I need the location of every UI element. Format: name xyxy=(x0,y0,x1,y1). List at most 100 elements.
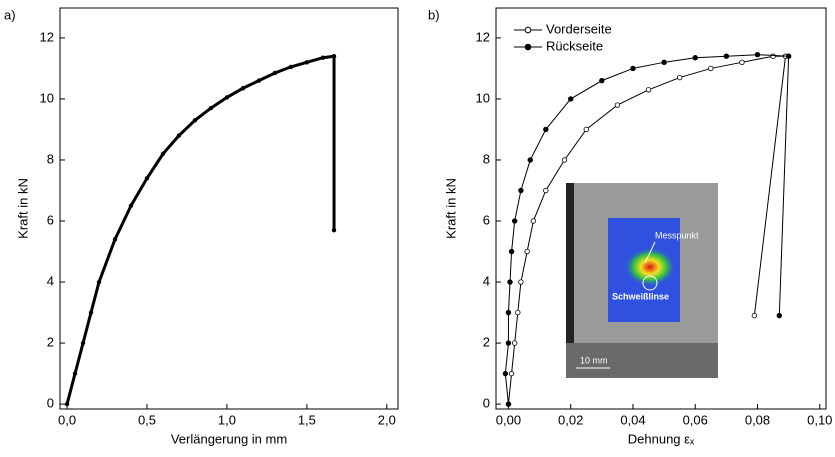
series-line xyxy=(507,55,787,405)
data-point xyxy=(614,102,621,108)
data-point xyxy=(320,55,326,60)
data-point xyxy=(224,95,230,100)
data-point xyxy=(80,340,86,346)
pointer xyxy=(644,241,656,264)
legend-label: Vorderseite xyxy=(546,21,612,36)
legend-marker xyxy=(524,43,532,51)
data-point xyxy=(508,248,515,255)
data-point xyxy=(785,53,792,59)
data-point xyxy=(272,70,278,76)
data-point xyxy=(256,78,262,83)
data-point xyxy=(176,133,182,138)
data-point xyxy=(96,279,102,285)
data-point xyxy=(543,126,549,133)
data-point xyxy=(754,51,761,58)
data-point xyxy=(515,309,521,316)
data-point xyxy=(192,118,198,123)
data-point xyxy=(288,64,294,70)
data-point xyxy=(543,187,549,194)
panel-label: b) xyxy=(428,7,440,22)
data-point xyxy=(511,340,518,346)
data-point xyxy=(508,370,515,377)
data-point xyxy=(630,65,636,72)
y-tick-label: 6 xyxy=(47,212,54,227)
plot-frame xyxy=(59,7,399,410)
y-tick-label: 4 xyxy=(47,273,54,288)
inset-label: 10 mm xyxy=(580,355,608,365)
data-point xyxy=(599,77,605,84)
data-point xyxy=(518,279,524,285)
y-axis-label: Kraft in kN xyxy=(443,178,458,239)
inset-photo: Messpunkt Schweißlinse 10 mm xyxy=(566,183,718,378)
data-point xyxy=(64,401,70,407)
panel-label: a) xyxy=(4,7,16,22)
data-point xyxy=(72,371,78,376)
data-point xyxy=(527,157,533,163)
y-tick-label: 12 xyxy=(40,29,54,44)
data-point xyxy=(661,59,667,66)
data-point xyxy=(331,227,337,233)
data-point xyxy=(583,126,589,133)
data-point xyxy=(645,87,652,93)
data-point xyxy=(524,248,530,255)
data-point xyxy=(208,105,214,111)
data-point xyxy=(304,60,310,65)
y-tick-label: 0 xyxy=(47,396,54,411)
y-tick-label: 2 xyxy=(47,335,54,350)
hot-spot xyxy=(624,247,676,287)
x-tick-label: 1,5 xyxy=(298,412,316,427)
data-point xyxy=(331,54,337,59)
data-point xyxy=(505,309,512,316)
data-point xyxy=(751,312,758,319)
data-point xyxy=(776,312,783,319)
photo-edge xyxy=(566,183,574,343)
data-point xyxy=(692,55,698,61)
x-tick-label: 0,5 xyxy=(138,412,156,427)
x-tick-label: 0,02 xyxy=(558,412,583,427)
data-point xyxy=(568,96,574,102)
data-point xyxy=(518,187,524,194)
photo-lower xyxy=(566,343,718,378)
data-point xyxy=(561,157,568,163)
y-tick-label: 0 xyxy=(483,396,490,411)
data-point xyxy=(530,218,537,224)
legend-label: Rückseite xyxy=(546,38,603,53)
inset-label: Schweißlinse xyxy=(612,291,669,301)
y-tick-label: 10 xyxy=(476,90,490,105)
legend-marker xyxy=(524,26,532,34)
data-point xyxy=(144,176,150,181)
y-axis-label: Kraft in kN xyxy=(15,178,30,239)
series-line xyxy=(65,54,336,405)
y-tick-label: 10 xyxy=(40,90,54,105)
data-point xyxy=(128,203,134,208)
data-point xyxy=(770,53,776,59)
x-tick-label: 0,00 xyxy=(496,412,521,427)
data-point xyxy=(723,53,730,59)
y-tick-label: 2 xyxy=(483,335,490,350)
y-tick-label: 4 xyxy=(483,273,490,288)
data-point xyxy=(505,340,512,346)
x-tick-label: 0,04 xyxy=(620,412,645,427)
y-tick-label: 12 xyxy=(476,29,490,44)
data-point xyxy=(708,65,714,72)
x-tick-label: 0,10 xyxy=(807,412,832,427)
data-point xyxy=(502,370,509,377)
x-axis-label: Verlängerung in mm xyxy=(171,431,287,446)
data-point xyxy=(88,310,94,315)
weld-marker xyxy=(642,275,658,291)
data-point xyxy=(505,401,512,407)
inset-label: Messpunkt xyxy=(655,230,699,240)
y-tick-label: 8 xyxy=(483,151,490,166)
data-point xyxy=(676,74,683,81)
x-tick-label: 0,06 xyxy=(683,412,708,427)
x-tick-label: 2,0 xyxy=(378,412,396,427)
data-point xyxy=(507,279,513,285)
data-point xyxy=(739,59,745,66)
y-tick-label: 8 xyxy=(47,151,54,166)
x-tick-label: 0,08 xyxy=(745,412,770,427)
data-point xyxy=(511,218,518,224)
data-point xyxy=(240,86,246,91)
data-point xyxy=(112,237,118,242)
x-tick-label: 1,0 xyxy=(218,412,236,427)
